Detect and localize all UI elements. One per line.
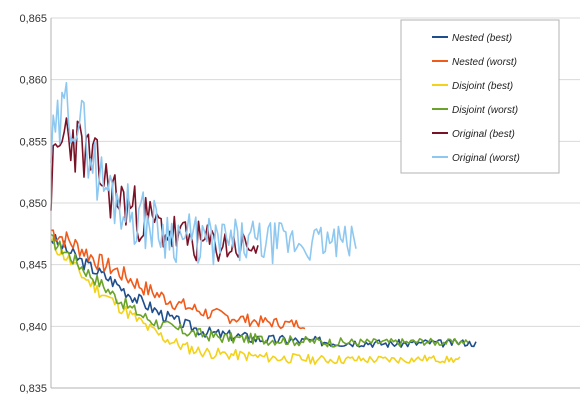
y-axis-tick-labels: 0,835 0,840 0,845 0,850 0,855 0,860 0,865 <box>19 13 47 395</box>
legend-label: Disjoint (worst) <box>452 105 518 116</box>
legend-label: Original (best) <box>452 129 515 140</box>
series-line <box>50 238 461 366</box>
legend-label: Original (worst) <box>452 153 520 164</box>
y-tick-label: 0,845 <box>19 260 47 272</box>
series-line <box>50 229 306 330</box>
series-line <box>50 81 357 266</box>
legend-label: Nested (best) <box>452 33 512 44</box>
legend-label: Disjoint (best) <box>452 81 513 92</box>
y-tick-label: 0,855 <box>19 136 47 148</box>
legend-label: Nested (worst) <box>452 57 517 68</box>
series-line <box>50 117 259 262</box>
y-tick-label: 0,860 <box>19 75 47 87</box>
series-line <box>50 233 469 348</box>
y-tick-label: 0,850 <box>19 198 47 210</box>
legend: Nested (best) Nested (worst) Disjoint (bes… <box>400 19 560 174</box>
y-tick-label: 0,840 <box>19 321 47 333</box>
y-tick-label: 0,835 <box>19 383 47 395</box>
y-tick-label: 0,865 <box>19 13 47 25</box>
legend-box <box>400 19 560 174</box>
series-lines <box>50 81 477 366</box>
